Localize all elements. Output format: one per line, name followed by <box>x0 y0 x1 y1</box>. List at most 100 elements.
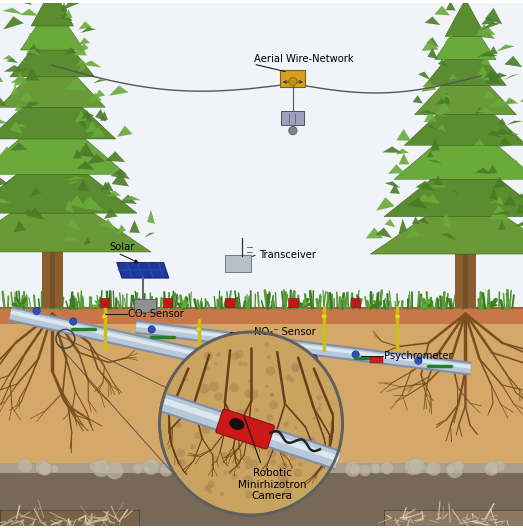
Circle shape <box>268 494 274 499</box>
Polygon shape <box>76 59 86 67</box>
Circle shape <box>243 475 253 485</box>
Bar <box>0 510 139 525</box>
Circle shape <box>244 456 251 464</box>
Circle shape <box>245 491 253 498</box>
Circle shape <box>196 327 201 332</box>
Polygon shape <box>494 128 510 135</box>
Circle shape <box>179 459 186 467</box>
Polygon shape <box>71 161 88 169</box>
Polygon shape <box>63 0 81 10</box>
Polygon shape <box>12 155 28 167</box>
Circle shape <box>216 352 221 357</box>
Polygon shape <box>446 1 456 11</box>
Polygon shape <box>0 97 7 106</box>
Polygon shape <box>498 118 506 125</box>
Polygon shape <box>404 88 523 145</box>
Circle shape <box>352 351 359 358</box>
Circle shape <box>38 461 52 475</box>
Circle shape <box>282 488 292 498</box>
Circle shape <box>245 463 252 469</box>
Polygon shape <box>493 205 505 214</box>
Circle shape <box>310 354 317 362</box>
Polygon shape <box>65 199 74 213</box>
Circle shape <box>453 460 464 471</box>
Polygon shape <box>390 184 400 194</box>
Circle shape <box>205 465 217 476</box>
Polygon shape <box>83 200 104 211</box>
FancyBboxPatch shape <box>225 298 235 307</box>
Polygon shape <box>506 121 523 125</box>
Text: Robotic
Minirhizotron
Camera: Robotic Minirhizotron Camera <box>238 468 306 501</box>
Polygon shape <box>3 55 15 60</box>
Polygon shape <box>93 79 106 83</box>
Polygon shape <box>445 0 486 36</box>
Polygon shape <box>493 176 506 188</box>
Polygon shape <box>0 185 3 193</box>
Polygon shape <box>496 163 505 167</box>
Circle shape <box>270 393 274 397</box>
Polygon shape <box>8 157 16 166</box>
FancyBboxPatch shape <box>225 254 251 272</box>
Polygon shape <box>11 85 19 95</box>
Bar <box>384 510 523 525</box>
Polygon shape <box>503 99 519 104</box>
Polygon shape <box>415 181 435 191</box>
Circle shape <box>134 464 141 471</box>
Polygon shape <box>476 30 495 39</box>
Polygon shape <box>376 228 392 238</box>
FancyBboxPatch shape <box>163 298 172 307</box>
Polygon shape <box>104 209 118 219</box>
Polygon shape <box>491 198 501 204</box>
Polygon shape <box>425 34 506 86</box>
Circle shape <box>214 392 223 401</box>
Circle shape <box>446 464 456 474</box>
Polygon shape <box>0 111 127 174</box>
Polygon shape <box>77 143 95 157</box>
Polygon shape <box>435 98 448 105</box>
Polygon shape <box>476 107 494 113</box>
Polygon shape <box>78 21 92 30</box>
Polygon shape <box>434 6 450 15</box>
Polygon shape <box>60 13 73 21</box>
Polygon shape <box>399 153 410 164</box>
Circle shape <box>194 432 201 439</box>
Circle shape <box>371 463 380 471</box>
Polygon shape <box>13 221 26 232</box>
Circle shape <box>208 489 212 494</box>
Polygon shape <box>438 59 447 67</box>
Polygon shape <box>519 200 523 212</box>
Polygon shape <box>31 0 73 26</box>
Polygon shape <box>409 197 428 209</box>
Polygon shape <box>80 112 94 120</box>
Bar <box>0 473 523 525</box>
Polygon shape <box>384 152 523 216</box>
Circle shape <box>249 460 260 471</box>
Polygon shape <box>19 92 36 102</box>
Polygon shape <box>77 43 89 54</box>
Polygon shape <box>101 182 110 191</box>
Circle shape <box>265 385 268 388</box>
Polygon shape <box>425 16 440 25</box>
Polygon shape <box>443 92 450 105</box>
Polygon shape <box>144 233 155 238</box>
Polygon shape <box>417 218 430 224</box>
Polygon shape <box>382 146 402 153</box>
Polygon shape <box>2 8 22 14</box>
Text: CO₂ Sensor: CO₂ Sensor <box>128 309 184 319</box>
Circle shape <box>177 395 180 399</box>
Polygon shape <box>483 70 500 78</box>
Circle shape <box>316 394 322 400</box>
Circle shape <box>285 465 293 474</box>
Circle shape <box>185 378 188 381</box>
Polygon shape <box>499 166 515 174</box>
Polygon shape <box>0 119 7 125</box>
Polygon shape <box>482 22 501 30</box>
Polygon shape <box>0 146 16 158</box>
Circle shape <box>208 480 215 488</box>
Polygon shape <box>448 74 458 80</box>
Polygon shape <box>444 95 452 100</box>
Polygon shape <box>60 3 68 12</box>
Polygon shape <box>87 154 106 164</box>
Circle shape <box>349 464 360 475</box>
Polygon shape <box>0 178 8 186</box>
